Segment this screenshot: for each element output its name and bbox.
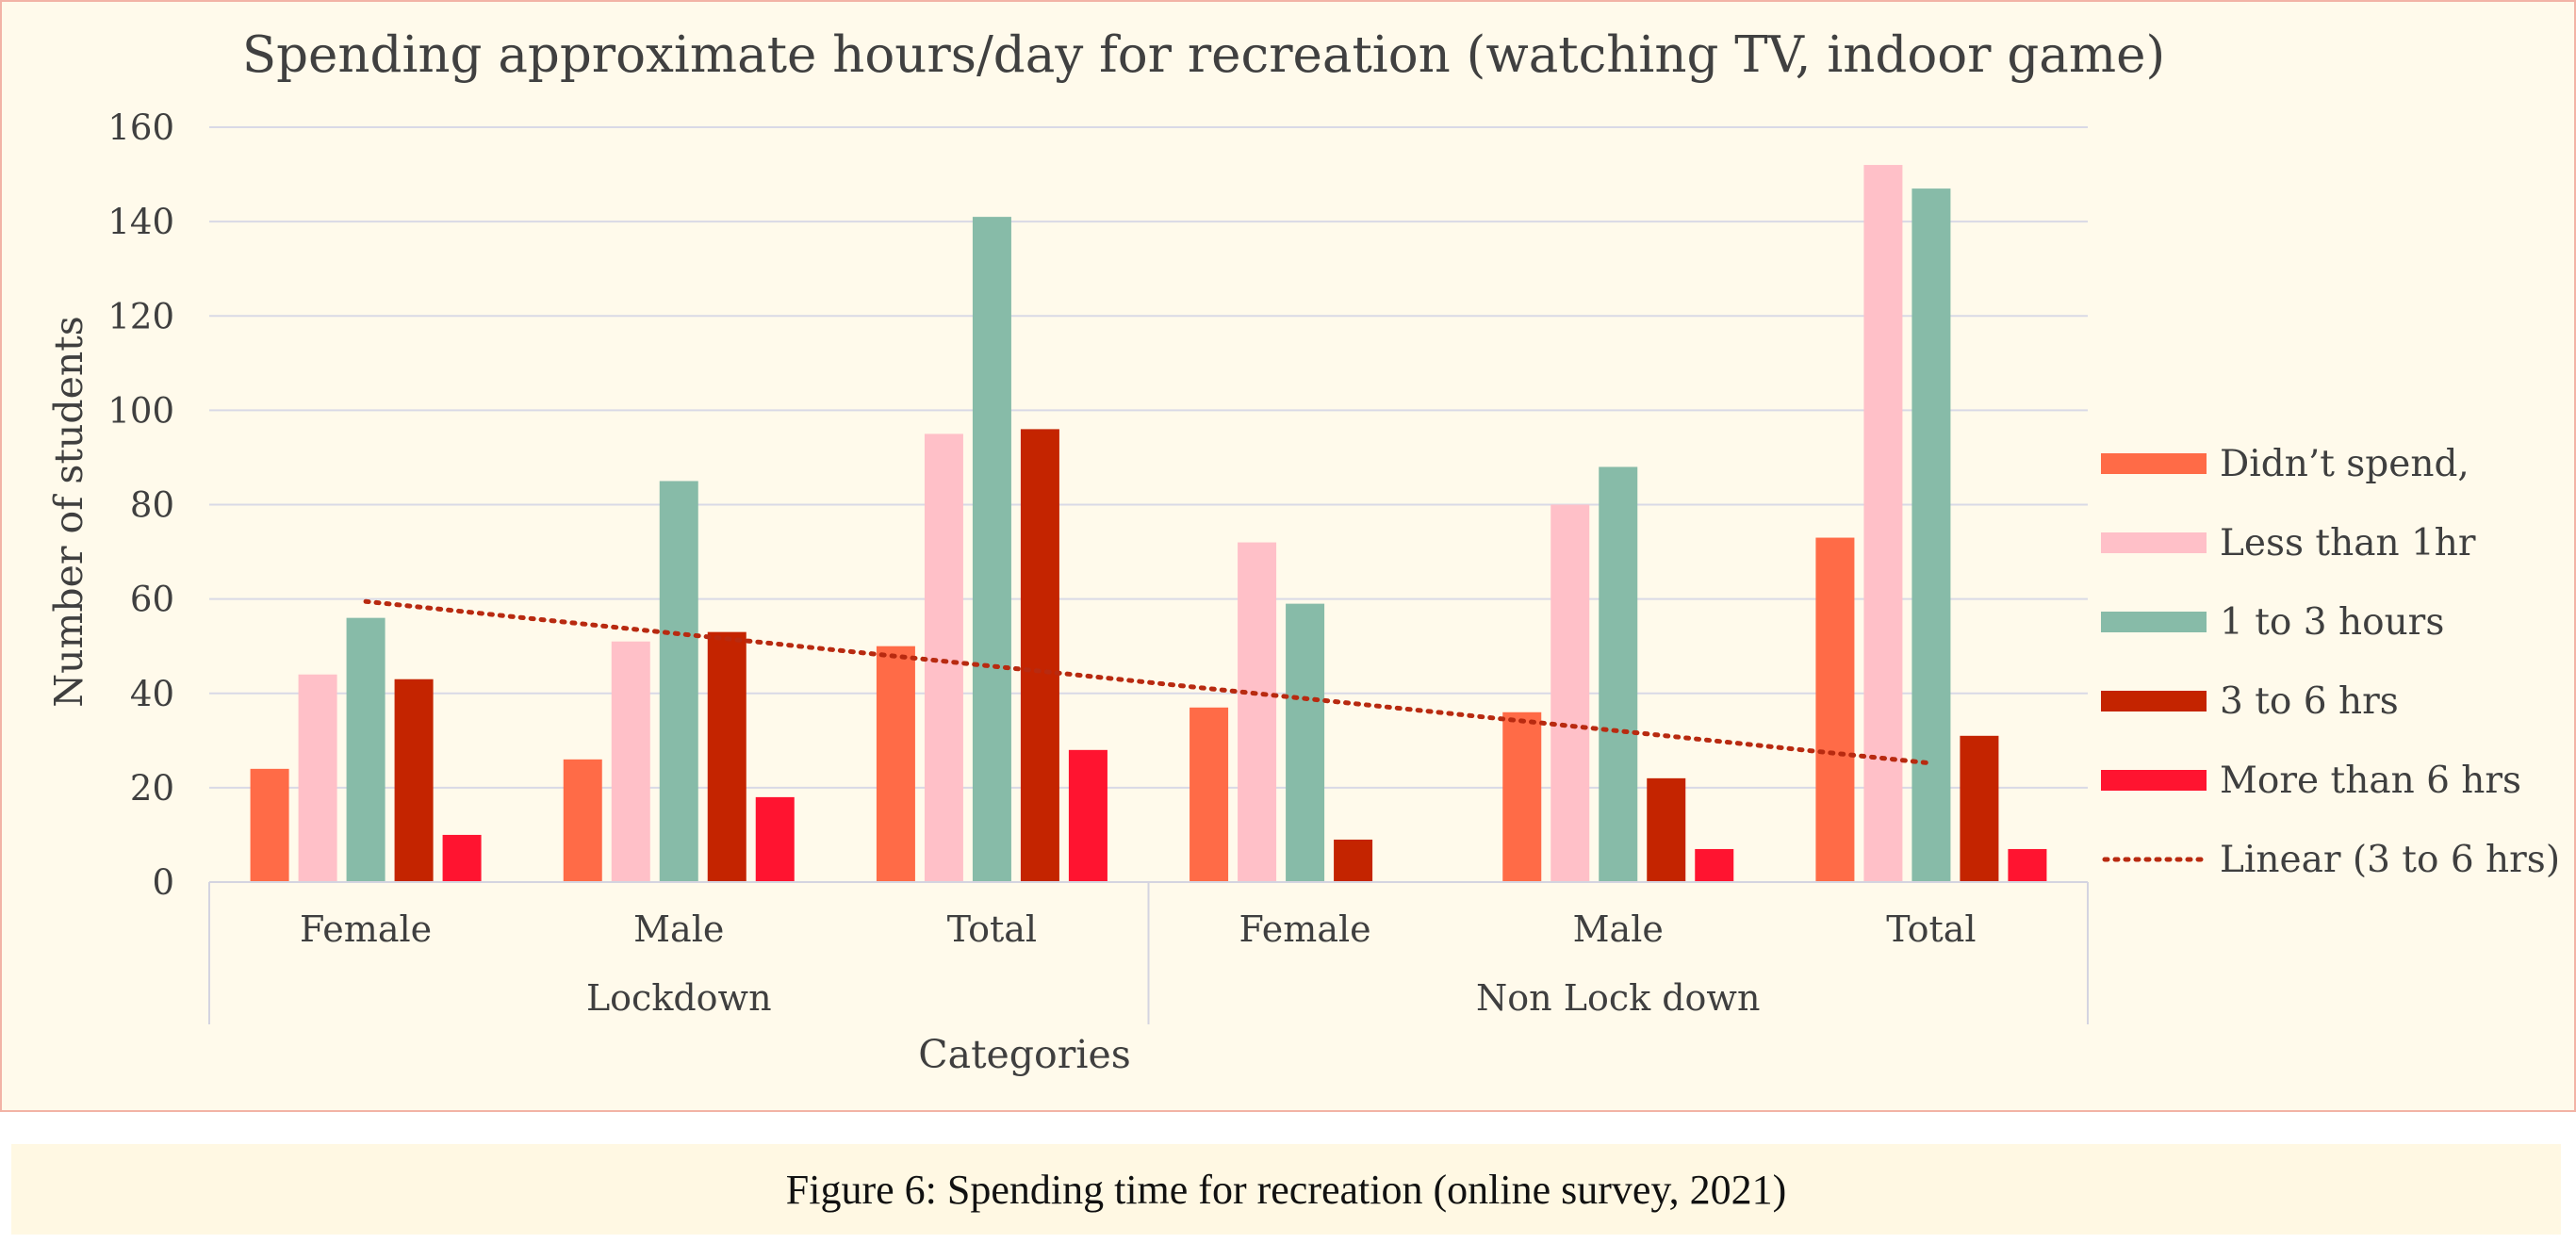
group-label: Non Lock down — [1476, 977, 1760, 1019]
bar — [1815, 537, 1855, 882]
legend: Didn’t spend, Less than 1hr 1 to 3 hours 3 … — [2101, 443, 2560, 881]
bar — [1911, 188, 1951, 883]
y-tick-label: 140 — [107, 202, 174, 242]
x-tick-label: Total — [1886, 908, 1976, 950]
bar — [1695, 848, 1734, 882]
bar — [298, 674, 337, 882]
bar — [1599, 466, 1638, 882]
bar — [1020, 429, 1059, 882]
legend-label: More than 6 hrs — [2220, 760, 2521, 802]
x-axis: Female Male Total Female Male Total Lockdown No… — [208, 881, 2089, 1024]
y-axis-ticks: 0 20 40 60 80 100 120 140 160 — [107, 107, 174, 903]
y-tick-label: 40 — [130, 674, 174, 714]
legend-label: 1 to 3 hours — [2220, 601, 2444, 644]
bar — [1863, 165, 1903, 883]
bar — [1647, 777, 1686, 882]
legend-swatch — [2101, 612, 2207, 632]
bar — [611, 641, 650, 882]
bar — [924, 433, 963, 882]
legend-swatch — [2101, 453, 2207, 474]
legend-label: Linear (3 to 6 hrs) — [2220, 839, 2560, 881]
legend-label: Didn’t spend, — [2220, 443, 2469, 485]
group-label: Lockdown — [586, 977, 772, 1019]
trendline-layer — [363, 598, 1934, 766]
chart: Spending approximate hours/day for recre… — [46, 26, 2560, 1077]
x-tick-label: Male — [633, 908, 724, 950]
bar — [2008, 848, 2047, 882]
legend-swatch — [2101, 770, 2207, 791]
x-tick-label: Male — [1573, 908, 1664, 950]
legend-label: 3 to 6 hrs — [2220, 680, 2399, 723]
y-tick-label: 20 — [130, 768, 174, 809]
legend-label: Less than 1hr — [2220, 522, 2476, 564]
figure-caption: Figure 6: Spending time for recreation (… — [785, 1166, 1787, 1213]
bar — [972, 217, 1011, 882]
x-tick-label: Female — [1239, 908, 1371, 950]
bar — [1068, 749, 1108, 882]
legend-swatch — [2101, 691, 2207, 711]
bars — [250, 165, 2047, 883]
bar — [707, 631, 747, 882]
bar — [1551, 504, 1590, 882]
chart-frame: Spending approximate hours/day for recre… — [0, 0, 2576, 1112]
bar — [346, 617, 386, 882]
y-tick-label: 0 — [152, 862, 174, 903]
y-tick-label: 120 — [107, 296, 174, 336]
bar — [755, 796, 795, 882]
bar — [1960, 735, 1999, 882]
bar — [1334, 839, 1373, 882]
y-tick-label: 80 — [130, 485, 174, 526]
y-axis-title: Number of students — [46, 316, 91, 708]
x-axis-title: Categories — [918, 1032, 1131, 1077]
bar — [1502, 711, 1542, 882]
chart-title: Spending approximate hours/day for recre… — [242, 26, 2165, 84]
x-tick-label: Total — [947, 908, 1037, 950]
trendline — [363, 598, 1934, 766]
bar — [659, 481, 698, 882]
bar — [1286, 603, 1325, 882]
figure-caption-box: Figure 6: Spending time for recreation (… — [11, 1144, 2561, 1235]
bar — [876, 646, 915, 882]
bar — [394, 679, 434, 882]
y-tick-label: 60 — [130, 580, 174, 620]
y-tick-label: 160 — [107, 107, 174, 148]
bar — [1238, 542, 1277, 882]
bar — [563, 759, 602, 882]
bar — [1190, 707, 1229, 882]
x-tick-label: Female — [300, 908, 432, 950]
bar — [250, 768, 289, 882]
bar — [442, 834, 482, 882]
legend-swatch — [2101, 532, 2207, 553]
gridlines — [209, 126, 2088, 883]
y-tick-label: 100 — [107, 390, 174, 431]
